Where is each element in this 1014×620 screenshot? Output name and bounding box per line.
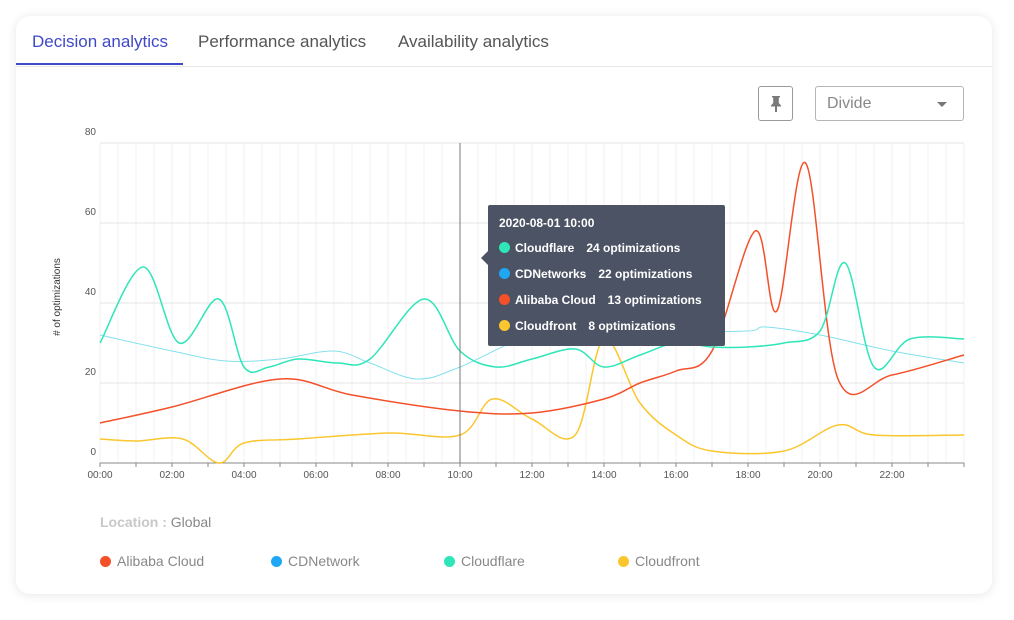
series-line-cloudflare (99, 262, 965, 374)
tooltip-provider: Cloudflare (515, 241, 575, 255)
legend-item-cloudfront[interactable]: Cloudfront (618, 553, 700, 569)
tooltip-count: 13 optimizations (607, 293, 702, 307)
x-tick-label: 04:00 (231, 470, 256, 481)
tooltip-row-alibaba-cloud: Alibaba Cloud 13 optimizations (499, 293, 702, 309)
y-tick-label: 80 (85, 127, 97, 138)
y-tick-label: 20 (85, 367, 97, 378)
y-tick-label: 60 (85, 207, 97, 218)
legend-item-alibaba-cloud[interactable]: Alibaba Cloud (100, 553, 204, 569)
active-tab-indicator (16, 63, 183, 65)
tab-decision-analytics[interactable]: Decision analytics (32, 32, 169, 51)
x-tick-label: 14:00 (591, 470, 616, 481)
pin-icon (771, 96, 781, 112)
tooltip-count: 24 optimizations (586, 241, 681, 255)
x-tick-label: 06:00 (303, 470, 328, 481)
analytics-card: Decision analytics Performance analytics… (16, 16, 992, 594)
legend-dot (618, 556, 629, 567)
tooltip-dot (499, 242, 510, 253)
y-axis-label: # of optimizations (52, 258, 63, 336)
y-tick-label: 40 (85, 287, 97, 298)
mode-select-value: Divide (827, 95, 872, 112)
legend-item-cloudflare[interactable]: Cloudflare (444, 553, 525, 569)
y-tick-label: 0 (90, 447, 96, 458)
tooltip-dot (499, 268, 510, 279)
legend-dot (444, 556, 455, 567)
x-tick-label: 22:00 (879, 470, 904, 481)
legend-dot (100, 556, 111, 567)
series-line-alibaba-cloud (99, 162, 965, 424)
tooltip-provider: Alibaba Cloud (515, 293, 596, 307)
tooltip-count: 22 optimizations (598, 267, 693, 281)
mode-select[interactable]: Divide (815, 86, 964, 121)
tooltip-dot (499, 294, 510, 305)
tooltip-row-cloudfront: Cloudfront 8 optimizations (499, 319, 676, 335)
tab-availability-analytics[interactable]: Availability analytics (398, 32, 549, 51)
location-label: Location : (100, 514, 167, 530)
tooltip-row-cloudflare: Cloudflare 24 optimizations (499, 241, 680, 257)
tooltip-provider: Cloudfront (515, 319, 577, 333)
tooltip-title: 2020-08-01 10:00 (499, 216, 595, 230)
tooltip-provider: CDNetworks (515, 267, 587, 281)
legend-label: Cloudfront (635, 553, 700, 569)
series-line-cloudfront (99, 338, 965, 464)
location-value: Global (170, 514, 212, 530)
x-tick-label: 18:00 (735, 470, 760, 481)
tooltip-dot (499, 320, 510, 331)
legend-dot (271, 556, 282, 567)
analytics-tabs: Decision analytics Performance analytics… (16, 16, 992, 67)
x-tick-label: 10:00 (447, 470, 472, 481)
x-tick-label: 20:00 (807, 470, 832, 481)
x-tick-label: 16:00 (663, 470, 688, 481)
legend-item-cdnetwork[interactable]: CDNetwork (271, 553, 360, 569)
tab-performance-analytics[interactable]: Performance analytics (198, 32, 367, 51)
location-filter: Location : Global (100, 514, 211, 530)
tooltip-count: 8 optimizations (588, 319, 676, 333)
legend-label: CDNetwork (288, 553, 360, 569)
tooltip-row-cdnetworks: CDNetworks 22 optimizations (499, 267, 692, 283)
pin-button[interactable] (758, 86, 793, 121)
x-tick-label: 12:00 (519, 470, 544, 481)
chart-tooltip: 2020-08-01 10:00 Cloudflare 24 optimizati… (481, 205, 725, 346)
legend-label: Cloudflare (461, 553, 525, 569)
legend-label: Alibaba Cloud (117, 553, 205, 569)
x-tick-label: 02:00 (159, 470, 184, 481)
chevron-down-icon (937, 102, 947, 107)
x-tick-label: 08:00 (375, 470, 400, 481)
x-tick-label: 00:00 (87, 470, 112, 481)
